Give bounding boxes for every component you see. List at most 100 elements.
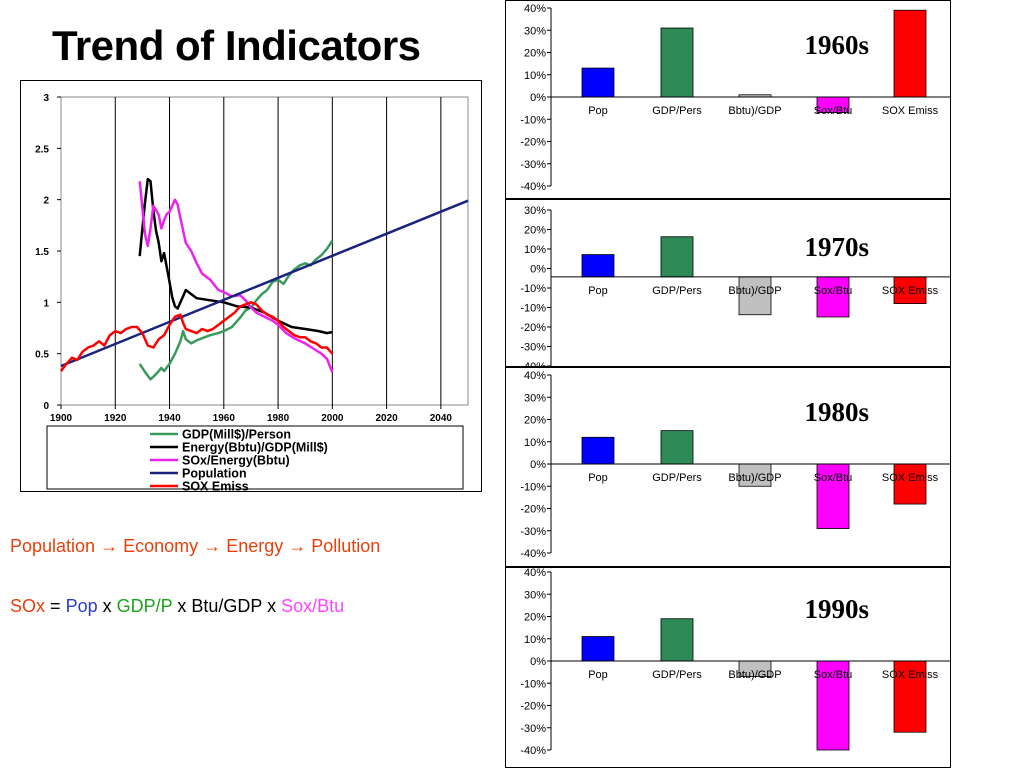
- x-tick-label: 1920: [104, 413, 127, 424]
- legend-label: SOx/Energy(Bbtu): [182, 454, 290, 468]
- bar: [893, 9, 927, 98]
- arrow-icon: →: [288, 536, 307, 556]
- y-tick-label: -20%: [520, 137, 546, 149]
- y-tick-label: -30%: [520, 342, 546, 354]
- x-tick-label: 1940: [158, 413, 181, 424]
- decade-label: 1960s: [804, 30, 869, 60]
- y-tick-label: 0%: [530, 264, 546, 276]
- category-label: Pop: [588, 105, 608, 117]
- y-tick-label: 2.5: [35, 144, 49, 155]
- eq-times: x: [102, 596, 112, 616]
- y-tick-label: -20%: [520, 504, 546, 516]
- category-label: GDP/Pers: [652, 669, 702, 681]
- bar-chart-panels: 40% 30% 20% 10% 0% -10% -20% -30% -40% Pop GDP/Per…: [505, 0, 951, 768]
- bar: [893, 276, 927, 304]
- y-tick-label: -30%: [520, 526, 546, 538]
- line-chart: 1900 1920 1940 1960 1980 2000 2020 2040 0 0.5 1 1.5…: [20, 80, 482, 494]
- category-label: Pop: [588, 669, 608, 681]
- y-tick-label: 20%: [524, 225, 546, 237]
- chart-border: [20, 80, 482, 492]
- bar: [660, 27, 694, 98]
- category-label: Bbtu)/GDP: [728, 669, 781, 681]
- panel-border: [505, 0, 951, 199]
- bar: [660, 618, 694, 662]
- y-tick-label: -10%: [520, 114, 546, 126]
- y-tick-label: -40%: [520, 181, 546, 193]
- bar: [816, 660, 850, 751]
- y-tick-label: 1: [43, 298, 49, 309]
- y-tick-label: 30%: [524, 392, 546, 404]
- panel-border: [505, 199, 951, 367]
- equation-text: SOx = Pop x GDP/P x Btu/GDP x Sox/Btu: [10, 596, 344, 617]
- arrow-icon: →: [100, 536, 119, 556]
- category-label: Bbtu)/GDP: [728, 285, 781, 297]
- bar: [893, 660, 927, 733]
- eq-times: x: [177, 596, 187, 616]
- y-tick-label: 0.5: [35, 350, 49, 361]
- category-label: Sox/Btu: [814, 669, 853, 681]
- page-title: Trend of Indicators: [52, 22, 421, 69]
- category-label: Sox/Btu: [814, 472, 853, 484]
- bar: [581, 67, 615, 98]
- category-label: SOX Emiss: [882, 285, 939, 297]
- y-tick-label: 30%: [524, 589, 546, 601]
- y-tick-label: 0%: [530, 459, 546, 471]
- y-tick-label: 10%: [524, 244, 546, 256]
- category-label: Sox/Btu: [814, 105, 853, 117]
- y-tick-label: 0: [43, 401, 49, 412]
- category-label: GDP/Pers: [652, 105, 702, 117]
- panel-border: [505, 567, 951, 768]
- series-line: [138, 181, 334, 373]
- y-tick-label: -40%: [520, 548, 546, 560]
- category-label: Sox/Btu: [814, 285, 853, 297]
- eq-equals: =: [50, 596, 61, 616]
- flow-economy: Economy: [123, 536, 199, 556]
- flow-pollution: Pollution: [311, 536, 381, 556]
- category-label: Pop: [588, 472, 608, 484]
- x-tick-label: 1980: [267, 413, 290, 424]
- eq-gdp-per-person: GDP/P: [116, 596, 173, 616]
- bar: [581, 254, 615, 278]
- category-label: GDP/Pers: [652, 285, 702, 297]
- y-tick-label: 30%: [524, 205, 546, 217]
- y-tick-label: 3: [43, 93, 49, 104]
- y-tick-label: 2: [43, 196, 49, 207]
- y-tick-label: -30%: [520, 159, 546, 171]
- y-tick-label: -10%: [520, 678, 546, 690]
- category-label: SOX Emiss: [882, 105, 939, 117]
- y-tick-label: -20%: [520, 701, 546, 713]
- y-tick-label: 10%: [524, 634, 546, 646]
- category-label: SOX Emiss: [882, 669, 939, 681]
- y-tick-label: 20%: [524, 48, 546, 60]
- category-label: GDP/Pers: [652, 472, 702, 484]
- category-label: Pop: [588, 285, 608, 297]
- x-tick-label: 2040: [430, 413, 453, 424]
- y-tick-label: -10%: [520, 303, 546, 315]
- bar: [660, 236, 694, 278]
- eq-times: x: [267, 596, 277, 616]
- bar: [660, 430, 694, 465]
- decade-label: 1970s: [804, 232, 869, 262]
- y-tick-label: -30%: [520, 723, 546, 735]
- legend-label: Population: [182, 467, 247, 481]
- legend-label: SOX Emiss: [182, 480, 249, 493]
- bar-chart-1980s: 40% 30% 20% 10% 0% -10% -20% -30% -40% Pop GDP/Per…: [505, 367, 951, 567]
- category-label: Bbtu)/GDP: [728, 472, 781, 484]
- bar: [816, 276, 850, 318]
- eq-pop: Pop: [65, 596, 98, 616]
- x-tick-label: 1900: [50, 413, 73, 424]
- bar: [738, 276, 772, 316]
- y-tick-label: 30%: [524, 25, 546, 37]
- y-tick-label: 20%: [524, 415, 546, 427]
- y-tick-label: 40%: [524, 370, 546, 382]
- x-tick-label: 1960: [213, 413, 236, 424]
- bar-chart-1990s: 40% 30% 20% 10% 0% -10% -20% -30% -40% Pop GDP/Per…: [505, 567, 951, 768]
- y-tick-label: 40%: [524, 567, 546, 579]
- x-tick-label: 2000: [321, 413, 344, 424]
- bar: [581, 436, 615, 465]
- bar: [581, 636, 615, 662]
- y-tick-label: 0%: [530, 656, 546, 668]
- panel-border: [505, 367, 951, 567]
- legend-box: [46, 425, 464, 490]
- decade-label: 1990s: [804, 594, 869, 624]
